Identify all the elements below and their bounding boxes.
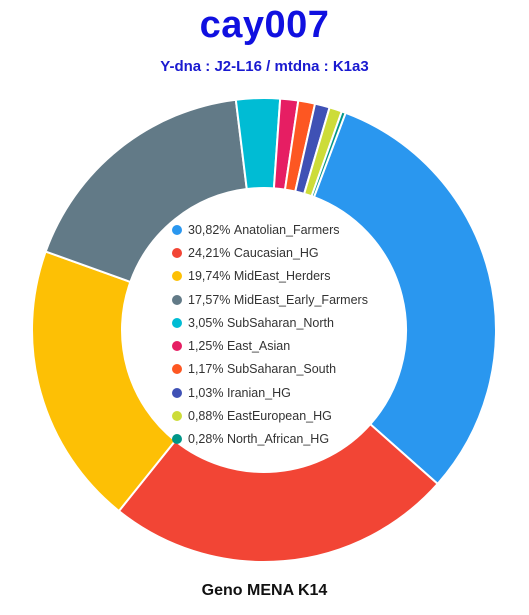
chart-subtitle: Y-dna : J2-L16 / mtdna : K1a3 (160, 58, 369, 75)
legend-item: 24,21% Caucasian_HG (172, 241, 412, 264)
legend-item: 3,05% SubSaharan_North (172, 311, 412, 334)
donut-slice-caucasian-hg[interactable] (117, 422, 440, 563)
legend-swatch (172, 434, 182, 445)
legend-label: Iranian_HG (226, 385, 291, 400)
legend-percent: 3,05% (188, 315, 224, 330)
legend: 30,82% Anatolian_Farmers 24,21% Caucasian… (172, 218, 412, 451)
legend-swatch (172, 317, 182, 328)
legend-percent: 30,82% (188, 222, 231, 237)
legend-label: East_Asian (226, 339, 291, 354)
legend-item: 0,28% North_African_HG (172, 428, 412, 451)
legend-label: SubSaharan_South (226, 362, 337, 377)
legend-percent: 19,74% (188, 269, 231, 284)
legend-percent: 1,17% (188, 362, 224, 377)
legend-label: MidEast_Herders (233, 269, 331, 284)
legend-label: Caucasian_HG (233, 245, 319, 260)
legend-percent: 24,21% (188, 245, 231, 260)
legend-swatch (172, 271, 182, 282)
legend-percent: 1,03% (188, 385, 224, 400)
legend-swatch (172, 387, 182, 398)
legend-percent: 0,28% (188, 432, 224, 447)
legend-percent: 0,88% (188, 409, 224, 424)
donut-slice-mideast-herders[interactable] (31, 250, 177, 513)
legend-label: MidEast_Early_Farmers (233, 292, 368, 307)
legend-swatch (172, 224, 182, 235)
legend-swatch (172, 364, 182, 375)
legend-item: 19,74% MidEast_Herders (172, 265, 412, 288)
legend-item: 0,88% EastEuropean_HG (172, 404, 412, 427)
legend-swatch (172, 294, 182, 305)
legend-swatch (172, 341, 182, 352)
legend-label: Anatolian_Farmers (233, 222, 340, 237)
chart-footer-label: Geno MENA K14 (201, 582, 328, 599)
legend-item: 30,82% Anatolian_Farmers (172, 218, 412, 241)
legend-label: EastEuropean_HG (226, 409, 332, 424)
legend-percent: 1,25% (188, 339, 224, 354)
donut-slice-mideast-early-farmers[interactable] (44, 98, 248, 284)
legend-label: North_African_HG (226, 432, 330, 447)
legend-swatch (172, 247, 182, 258)
legend-swatch (172, 411, 182, 422)
chart-title: cay007 (199, 4, 330, 46)
legend-label: SubSaharan_North (226, 315, 334, 330)
legend-item: 1,25% East_Asian (172, 334, 412, 357)
legend-percent: 17,57% (188, 292, 231, 307)
legend-item: 1,03% Iranian_HG (172, 381, 412, 404)
donut-slice-north-african-hg[interactable] (310, 110, 347, 199)
legend-item: 17,57% MidEast_Early_Farmers (172, 288, 412, 311)
legend-item: 1,17% SubSaharan_South (172, 358, 412, 381)
donut-slice-anatolian-farmers[interactable] (312, 111, 497, 486)
